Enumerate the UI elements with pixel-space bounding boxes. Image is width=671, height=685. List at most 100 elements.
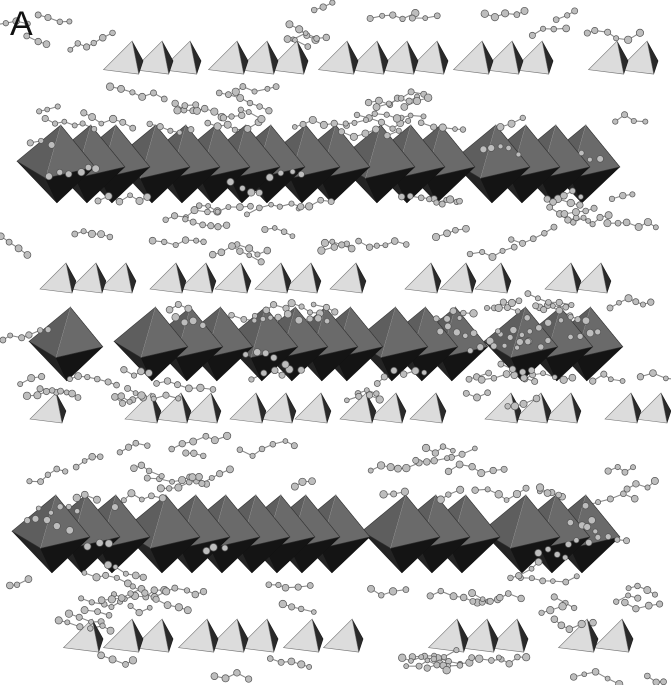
atom bbox=[96, 453, 104, 461]
atom bbox=[607, 376, 614, 383]
atom bbox=[433, 661, 441, 669]
atom bbox=[145, 369, 153, 377]
atom bbox=[591, 668, 600, 676]
tetrahedron-light-face bbox=[237, 618, 275, 653]
atom bbox=[373, 390, 380, 397]
atom bbox=[439, 443, 447, 450]
tetrahedron bbox=[329, 262, 367, 294]
atom bbox=[423, 458, 431, 466]
atom bbox=[614, 536, 621, 543]
atom bbox=[181, 236, 190, 244]
atom bbox=[349, 132, 358, 141]
atom bbox=[174, 483, 183, 492]
atom bbox=[200, 452, 207, 459]
atom bbox=[323, 318, 331, 325]
atom bbox=[158, 494, 167, 503]
atom bbox=[249, 452, 256, 459]
atom bbox=[113, 381, 120, 389]
atom bbox=[596, 155, 604, 163]
atom bbox=[407, 88, 415, 96]
atom bbox=[165, 305, 174, 314]
atom bbox=[251, 88, 258, 95]
atom bbox=[56, 18, 64, 25]
atom bbox=[108, 604, 115, 610]
atom bbox=[214, 223, 222, 231]
atom bbox=[282, 438, 289, 444]
atom bbox=[308, 477, 316, 486]
atom bbox=[257, 258, 265, 266]
atom bbox=[204, 119, 212, 127]
atom bbox=[236, 203, 244, 211]
atom bbox=[364, 98, 373, 107]
atom bbox=[503, 497, 510, 503]
tetrahedron-light-face bbox=[102, 40, 140, 75]
atom bbox=[423, 664, 431, 672]
tetrahedron-light-face bbox=[29, 392, 63, 424]
atom bbox=[74, 40, 81, 47]
atom bbox=[163, 377, 172, 385]
atom bbox=[444, 467, 453, 476]
atom bbox=[237, 106, 244, 113]
atom bbox=[223, 120, 232, 129]
atom bbox=[116, 449, 123, 456]
atom bbox=[566, 519, 574, 527]
atom bbox=[95, 538, 104, 547]
atom bbox=[111, 393, 119, 401]
atom bbox=[208, 250, 217, 259]
atom bbox=[150, 586, 158, 594]
atom bbox=[643, 586, 652, 595]
atom bbox=[131, 571, 140, 580]
atom bbox=[145, 467, 153, 475]
atom bbox=[210, 107, 219, 116]
atom bbox=[540, 306, 548, 314]
atom bbox=[365, 243, 374, 251]
atom bbox=[199, 321, 207, 329]
atom bbox=[240, 315, 248, 323]
octahedron-edge bbox=[45, 125, 61, 179]
tetrahedron bbox=[267, 40, 309, 76]
atom bbox=[408, 14, 416, 22]
atom bbox=[166, 485, 173, 492]
atom bbox=[462, 224, 470, 233]
atom bbox=[189, 316, 198, 325]
atom bbox=[529, 235, 537, 243]
atom bbox=[64, 609, 74, 618]
atom bbox=[652, 678, 660, 685]
atom bbox=[450, 447, 456, 454]
atom bbox=[127, 602, 134, 609]
atom bbox=[161, 238, 168, 246]
atom bbox=[264, 85, 271, 92]
atom bbox=[130, 372, 137, 379]
tetrahedron-light-face bbox=[237, 40, 275, 75]
atom bbox=[297, 170, 305, 178]
atom bbox=[484, 486, 491, 493]
atom bbox=[555, 306, 564, 315]
atom bbox=[201, 104, 209, 113]
atom bbox=[606, 304, 614, 312]
octahedron-edge bbox=[510, 495, 526, 549]
atom bbox=[156, 484, 165, 493]
atom bbox=[545, 299, 552, 306]
atom bbox=[355, 392, 363, 400]
atom bbox=[281, 360, 290, 369]
atom bbox=[193, 106, 201, 115]
tetrahedron bbox=[39, 262, 77, 294]
atom bbox=[520, 374, 528, 382]
atom bbox=[104, 378, 112, 386]
atom bbox=[562, 578, 570, 586]
atom bbox=[48, 509, 54, 516]
atom bbox=[65, 503, 72, 510]
tetrahedron bbox=[294, 392, 332, 424]
atom bbox=[87, 229, 96, 238]
atom bbox=[528, 366, 535, 374]
atom bbox=[291, 124, 298, 130]
atom bbox=[245, 675, 253, 683]
atom bbox=[271, 366, 279, 375]
atom bbox=[411, 366, 420, 375]
atom bbox=[190, 206, 199, 215]
atom bbox=[236, 247, 244, 255]
atom bbox=[504, 304, 511, 312]
atom bbox=[144, 442, 151, 449]
tetrahedron-light-face bbox=[184, 392, 218, 424]
atom bbox=[67, 46, 74, 53]
